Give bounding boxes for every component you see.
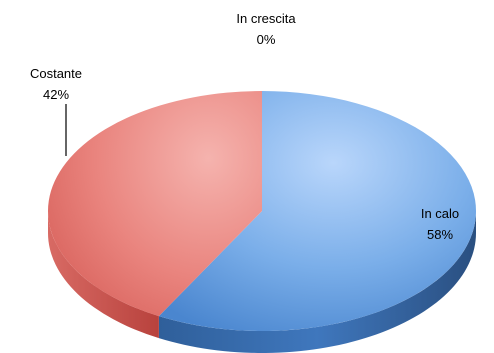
data-label-name-in-calo: In calo (421, 206, 459, 221)
data-label-name-costante: Costante (30, 66, 82, 81)
pie-slice-costante (47, 91, 262, 317)
data-label-name-in-crescita: In crescita (236, 11, 296, 26)
data-label-value-costante: 42% (43, 87, 69, 102)
pie-slice-side-in-calo (158, 211, 476, 353)
data-label-value-in-crescita: 0% (257, 32, 276, 47)
pie-slice-side-costante (48, 211, 159, 339)
data-label-value-in-calo: 58% (427, 227, 453, 242)
pie-slice-in-calo (158, 91, 476, 331)
